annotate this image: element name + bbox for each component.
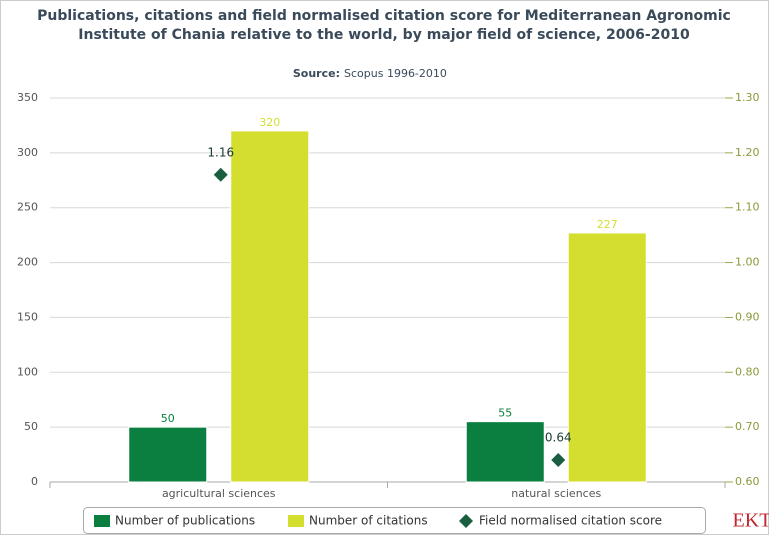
x-tick-label: agricultural sciences [162, 487, 276, 500]
y-tick-label: 250 [17, 201, 38, 214]
x-tick-label: natural sciences [511, 487, 601, 500]
legend-swatch [94, 515, 110, 527]
y2-tick-label: 1.10 [735, 201, 760, 214]
y-tick-label: 100 [17, 365, 38, 378]
chart-title: Publications, citations and field normal… [37, 8, 731, 24]
bar-value-label: 227 [597, 218, 618, 231]
y2-tick-label: 0.70 [735, 420, 760, 433]
bar [128, 426, 208, 483]
score-marker [551, 453, 566, 468]
bar [230, 130, 310, 483]
legend-swatch [288, 515, 304, 527]
subtitle: Scopus 1996-2010 [344, 67, 447, 80]
bar [465, 421, 545, 483]
y2-tick-label: 1.00 [735, 256, 760, 269]
score-value-label: 0.64 [545, 431, 572, 445]
chart-title-line2: Institute of Chania relative to the worl… [78, 27, 690, 43]
y-tick-label: 200 [17, 256, 38, 269]
bar [567, 232, 647, 483]
y-tick-label: 0 [31, 475, 38, 488]
y2-tick-label: 0.80 [735, 365, 760, 378]
legend-label: Number of citations [309, 514, 428, 528]
y2-tick-label: 0.90 [735, 310, 760, 323]
y2-tick-label: 0.60 [735, 475, 760, 488]
legend-marker [459, 514, 473, 528]
y-tick-label: 350 [17, 91, 38, 104]
y-tick-label: 150 [17, 310, 38, 323]
score-value-label: 1.16 [207, 145, 234, 159]
y2-tick-label: 1.20 [735, 146, 760, 159]
bar-value-label: 55 [498, 407, 512, 420]
subtitle-label: Source: [293, 67, 340, 80]
bar-value-label: 50 [161, 412, 175, 425]
bar-value-label: 320 [259, 116, 280, 129]
y2-tick-label: 1.30 [735, 91, 760, 104]
score-marker [213, 167, 228, 182]
legend-label: Field normalised citation score [479, 514, 662, 528]
logo: EKT [733, 510, 769, 532]
y-tick-label: 300 [17, 146, 38, 159]
legend-label: Number of publications [115, 514, 255, 528]
legend-box [83, 507, 706, 534]
y-tick-label: 50 [24, 420, 38, 433]
